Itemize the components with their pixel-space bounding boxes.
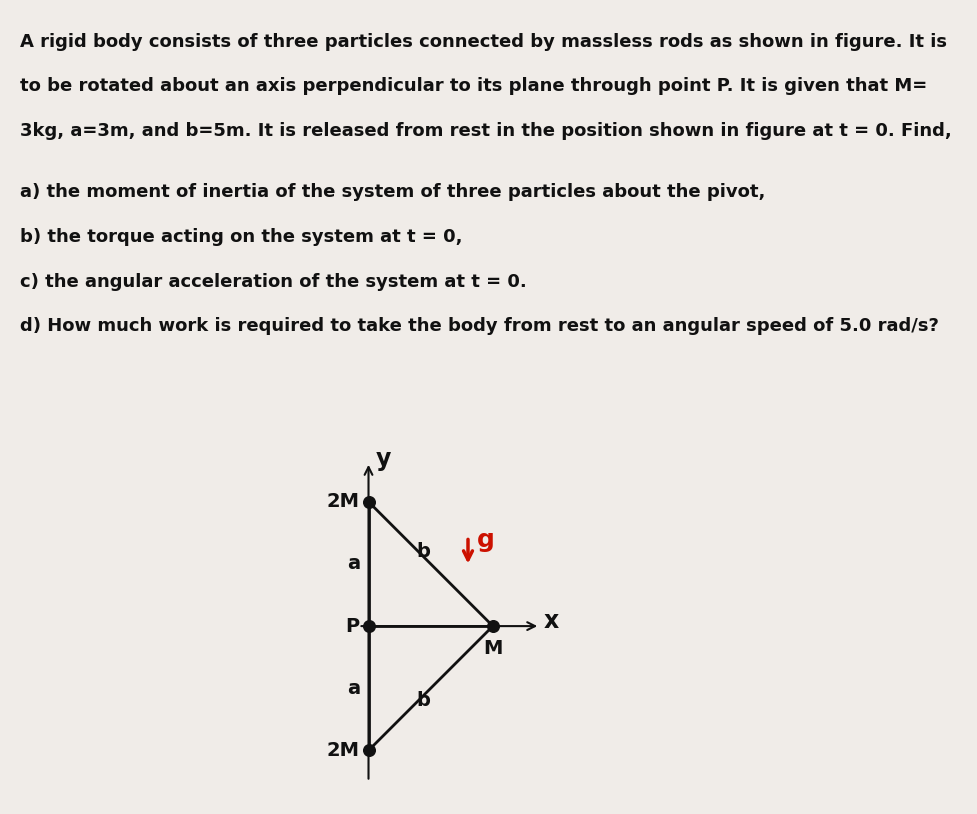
Text: 3kg, a=3m, and b=5m. It is released from rest in the position shown in figure at: 3kg, a=3m, and b=5m. It is released from… (20, 122, 951, 140)
Point (361, 619, 376, 632)
Text: d) How much work is required to take the body from rest to an angular speed of 5: d) How much work is required to take the… (20, 317, 938, 335)
Text: 2M: 2M (326, 741, 360, 760)
Point (485, 619, 500, 632)
Text: a: a (346, 679, 360, 698)
Text: P: P (345, 616, 360, 636)
Point (361, 744, 376, 757)
Text: g: g (476, 528, 494, 552)
Text: 2M: 2M (326, 492, 360, 511)
Text: A rigid body consists of three particles connected by massless rods as shown in : A rigid body consists of three particles… (20, 33, 946, 50)
Text: b: b (416, 691, 430, 711)
Text: to be rotated about an axis perpendicular to its plane through point P. It is gi: to be rotated about an axis perpendicula… (20, 77, 926, 95)
Text: c) the angular acceleration of the system at t = 0.: c) the angular acceleration of the syste… (20, 273, 526, 291)
Text: a) the moment of inertia of the system of three particles about the pivot,: a) the moment of inertia of the system o… (20, 183, 764, 201)
Text: x: x (543, 609, 559, 633)
Text: a: a (346, 554, 360, 573)
Text: M: M (483, 638, 502, 658)
Text: y: y (375, 448, 391, 471)
Text: b: b (416, 542, 430, 561)
Point (361, 495, 376, 508)
Text: b) the torque acting on the system at t = 0,: b) the torque acting on the system at t … (20, 228, 461, 246)
